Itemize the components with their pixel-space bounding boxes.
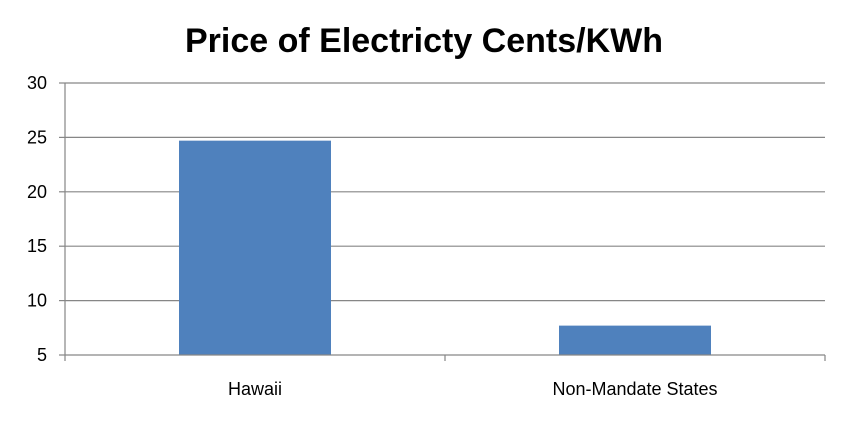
y-tick-label: 30 xyxy=(27,73,47,93)
y-tick-label: 10 xyxy=(27,291,47,311)
y-tick-label: 25 xyxy=(27,127,47,147)
bars xyxy=(179,140,711,355)
x-category-label: Hawaii xyxy=(228,379,282,399)
y-tick-label: 15 xyxy=(27,236,47,256)
x-axis-category-labels: Hawaii Non-Mandate States xyxy=(228,379,718,399)
y-tick-label: 20 xyxy=(27,182,47,202)
y-axis-tick-labels: 5 10 15 20 25 30 xyxy=(27,73,47,365)
y-tick-label: 5 xyxy=(37,345,47,365)
axes xyxy=(59,82,826,361)
chart-title: Price of Electricty Cents/KWh xyxy=(185,22,663,60)
x-category-label: Non-Mandate States xyxy=(552,379,717,399)
bar xyxy=(179,140,331,355)
bar xyxy=(559,325,711,355)
